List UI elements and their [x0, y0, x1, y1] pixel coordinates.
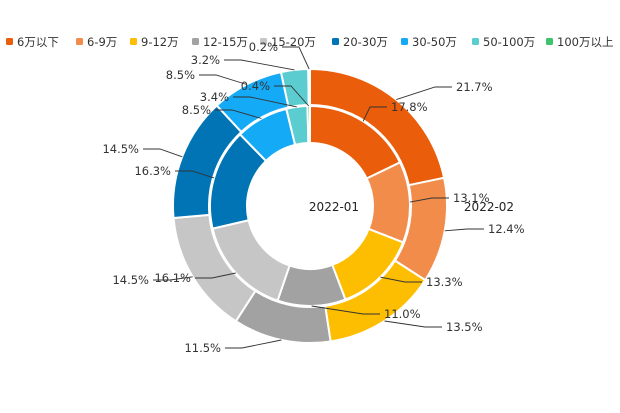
legend-item[interactable]: 12-15万	[192, 35, 248, 49]
legend-label: 100万以上	[557, 35, 613, 49]
legend-swatch	[332, 38, 339, 45]
legend-swatch	[192, 38, 199, 45]
outer-data-label-1: 12.4%	[488, 222, 525, 236]
inner-leader-line-1	[409, 197, 449, 203]
legend-item[interactable]: 50-100万	[472, 35, 535, 49]
inner-data-label-6: 8.5%	[182, 103, 211, 117]
outer-leader-line-6	[199, 74, 247, 85]
outer-data-label-8: 0.2%	[249, 40, 278, 54]
inner-data-label-1: 13.1%	[453, 191, 490, 205]
outer-slice-8[interactable]	[307, 67, 311, 107]
inner-leader-line-5	[175, 170, 215, 179]
legend-label: 15-20万	[271, 35, 316, 49]
outer-leader-line-2	[384, 320, 442, 328]
legend-label: 6万以下	[17, 35, 59, 49]
legend-label: 50-100万	[483, 35, 535, 49]
outer-leader-line-8	[282, 46, 310, 70]
outer-leader-line-0	[396, 86, 452, 101]
legend-label: 6-9万	[87, 35, 117, 49]
inner-data-label-5: 16.3%	[134, 164, 171, 178]
legend-swatch	[546, 38, 553, 45]
inner-leader-line-3	[311, 305, 380, 315]
inner-leader-line-4	[195, 272, 236, 279]
outer-data-label-2: 13.5%	[446, 320, 483, 334]
outer-data-label-4: 14.5%	[112, 273, 149, 287]
legend-label: 9-12万	[141, 35, 179, 49]
inner-leader-line-2	[380, 276, 422, 283]
outer-leader-line-4	[153, 276, 193, 281]
outer-leader-line-5	[143, 148, 183, 158]
outer-leader-line-1	[444, 228, 484, 232]
legend-label: 30-50万	[412, 35, 457, 49]
inner-data-label-0: 17.8%	[391, 100, 428, 114]
legend-swatch	[6, 38, 13, 45]
inner-leader-line-7	[233, 96, 297, 108]
inner-data-label-4: 16.1%	[154, 271, 191, 285]
legend-swatch	[130, 38, 137, 45]
data-labels: 17.8%13.1%13.3%11.0%16.1%16.3%8.5%3.4%0.…	[102, 40, 524, 355]
legend-label: 20-30万	[343, 35, 388, 49]
legend-item[interactable]: 15-20万	[260, 35, 316, 49]
legend-swatch	[260, 38, 267, 45]
outer-data-label-0: 21.7%	[456, 80, 493, 94]
legend-swatch	[401, 38, 408, 45]
legend-swatch	[472, 38, 479, 45]
inner-data-label-2: 13.3%	[426, 275, 463, 289]
outer-data-label-6: 8.5%	[166, 68, 195, 82]
legend-item[interactable]: 100万以上	[546, 35, 613, 49]
outer-data-label-5: 14.5%	[102, 142, 139, 156]
inner-data-label-8: 0.4%	[241, 79, 270, 93]
outer-ring-name: 2022-02	[464, 200, 514, 214]
outer-leader-line-7	[224, 59, 295, 71]
outer-data-label-7: 3.2%	[191, 53, 220, 67]
inner-slice-8[interactable]	[306, 105, 311, 145]
outer-data-label-3: 11.5%	[184, 341, 221, 355]
legend-item[interactable]: 6-9万	[76, 35, 117, 49]
outer-leader-line-3	[225, 339, 282, 349]
legend-item[interactable]: 20-30万	[332, 35, 388, 49]
inner-data-label-3: 11.0%	[384, 307, 421, 321]
inner-leader-line-8	[274, 85, 310, 107]
legend-item[interactable]: 6万以下	[6, 35, 59, 49]
legend-label: 12-15万	[203, 35, 248, 49]
legend: 6万以下 6-9万 9-12万 12-15万 15-20万 20-30万 30-50万 50-…	[6, 35, 613, 49]
inner-ring-name: 2022-01	[309, 200, 359, 214]
inner-leader-line-6	[215, 109, 262, 119]
inner-data-label-7: 3.4%	[200, 90, 229, 104]
legend-item[interactable]: 30-50万	[401, 35, 457, 49]
inner-leader-line-0	[362, 106, 387, 122]
legend-item[interactable]: 9-12万	[130, 35, 179, 49]
legend-swatch	[76, 38, 83, 45]
